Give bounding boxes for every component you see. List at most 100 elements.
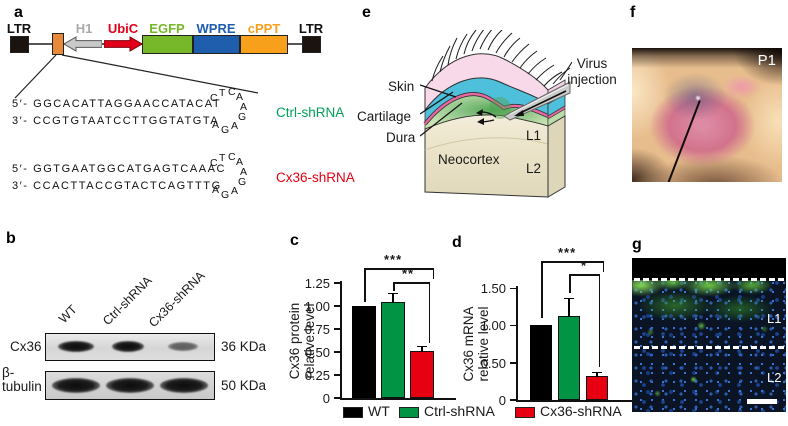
construct-label-cppt: cPPT (247, 21, 281, 36)
pup-injection-photo: P1 (632, 48, 782, 182)
blot-band (52, 378, 100, 393)
ltr-box-left (10, 36, 29, 53)
loop-letter: A (240, 101, 248, 113)
construct-label-wpre: WPRE (196, 21, 236, 36)
bar-wt (530, 325, 552, 400)
c-sig-bracket-outer-right (432, 268, 434, 279)
lane-label-cx36-shrna: Cx36-shRNA (146, 268, 208, 330)
construct-label-ltr-right: LTR (298, 21, 324, 36)
loop-letter: A (212, 119, 220, 131)
bar-cx36-shrna (410, 345, 434, 398)
c-sig-bracket-inner-left (393, 282, 395, 291)
error-bar (592, 371, 602, 378)
g-l2-label: L2 (767, 370, 782, 385)
injection-glint (695, 95, 701, 101)
cx36-shrna-strand3: 3′- CCACTTACCGTACTCAGTTTG (12, 180, 222, 192)
d-sig-bracket-inner-left (569, 274, 571, 293)
c-y-axis-ticks (334, 282, 340, 399)
mw-label-36kda: 36 KDa (221, 339, 267, 354)
virus-injection-label: Virus injection (567, 56, 617, 87)
loop-letter: T (219, 87, 226, 99)
bar-ctrl-shrna (381, 293, 405, 398)
loop-letter: A (236, 156, 244, 168)
panel-label-b: b (6, 230, 16, 247)
panel-label-a: a (14, 4, 23, 21)
cx36-shrna-strand5: 5′- GGTGAATGGCATGAGTCAAAC (12, 163, 226, 175)
c-sig-stars-outer: *** (384, 252, 403, 267)
lane-label-wt: WT (56, 302, 80, 326)
egfp-cells-layer (632, 276, 786, 354)
d-sig-bracket-inner (569, 274, 600, 276)
mw-label-50kda: 50 KDa (221, 378, 267, 393)
construct-label-egfp: EGFP (149, 21, 185, 36)
insert-connector-lines (14, 54, 259, 99)
error-bar (417, 345, 427, 353)
panel-label-f: f (630, 4, 636, 21)
ctrl-shrna-strand5: 5′- GGCACATTAGGAACCATACAT (12, 98, 222, 110)
c-y-axis-tick-labels: 0 0.25 0.50 0.75 1.00 1.25 (304, 276, 330, 406)
neocortex-label: Neocortex (438, 152, 500, 167)
g-l1-label: L1 (767, 311, 782, 326)
d-sig-bracket-outer (541, 261, 604, 263)
panel-label-d: d (452, 234, 462, 251)
d-sig-stars-outer: *** (558, 245, 577, 260)
loop-letter: A (212, 184, 220, 196)
construct-label-ubic: UbiC (107, 21, 139, 36)
loop-letter: G (238, 176, 247, 188)
western-blot-tubulin (45, 371, 215, 400)
chart-cx36-mrna: 0 0.50 1.00 1.50 (481, 281, 634, 408)
ctrl-shrna-loop: C T C A A G A G A (209, 86, 249, 142)
ubic-arrow-right (104, 36, 142, 52)
loop-letter: C (228, 86, 236, 98)
injection-needle (667, 100, 701, 182)
d-sig-bracket-outer-left (541, 261, 543, 318)
bar-wt (352, 306, 376, 398)
cartilage-label: Cartilage (357, 109, 412, 124)
blot-row-label-cx36: Cx36 (10, 339, 42, 354)
loop-letter: G (238, 111, 247, 123)
panel-label-g: g (632, 236, 642, 253)
blot-band (168, 342, 198, 351)
construct-label-h1: H1 (75, 21, 93, 36)
bar-cx36-shrna (586, 371, 608, 400)
shrna-block-cx36: 5′- GGTGAATGGCATGAGTCAAAC 3′- CCACTTACCG… (12, 151, 372, 217)
wpre-box (193, 35, 240, 54)
c-sig-bracket-outer-left (364, 268, 366, 302)
egfp-box (142, 35, 193, 54)
egfp-cell (690, 376, 697, 383)
error-bar (388, 293, 398, 304)
e-l1-label: L1 (526, 128, 542, 143)
c-y-axis (340, 281, 342, 400)
error-bar (564, 297, 574, 318)
c-sig-bracket-inner (393, 282, 430, 284)
pia-boundary-dashed-line (634, 278, 784, 281)
legend-swatch-cx36-shrna (515, 407, 535, 418)
loop-letter: A (236, 91, 244, 103)
loop-letter: A (231, 120, 239, 132)
hair-lines (431, 30, 572, 87)
cx36-shrna-loop: C T C A A G A G A (209, 151, 249, 207)
l1-l2-boundary-dashed-line (634, 346, 784, 349)
blot-band (58, 341, 94, 352)
blot-band (160, 378, 208, 393)
age-tag: P1 (757, 52, 776, 69)
h1-arrow-left (64, 36, 102, 52)
cx36-shrna-label: Cx36-shRNA (276, 170, 355, 185)
loop-letter: C (228, 151, 236, 163)
legend-swatch-ctrl-shrna (399, 407, 419, 418)
legend-label-wt: WT (368, 403, 390, 419)
d-y-axis-tick-labels: 0 0.50 1.00 1.50 (480, 281, 506, 408)
bar-ctrl-shrna (558, 297, 580, 400)
legend-label-ctrl-shrna: Ctrl-shRNA (424, 403, 495, 419)
legend-swatch-wt (343, 407, 363, 418)
d-sig-stars-inner: * (581, 258, 588, 273)
background-strip (632, 258, 786, 280)
d-sig-bracket-inner-right (598, 274, 600, 367)
panel-label-c: c (290, 232, 299, 249)
cppt-box (240, 35, 288, 54)
d-y-axis-ticks (510, 287, 516, 401)
scale-bar (747, 399, 777, 404)
e-l2-label: L2 (526, 161, 542, 176)
d-y-axis (516, 286, 518, 402)
injection-schematic (420, 30, 572, 198)
